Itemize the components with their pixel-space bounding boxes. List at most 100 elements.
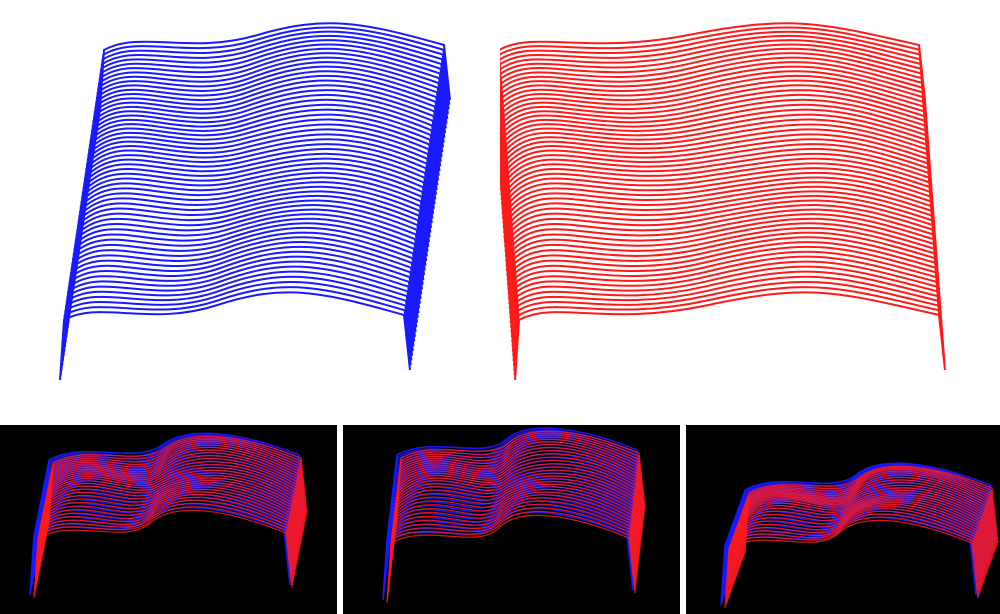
- overlay-red-contour-line: [386, 514, 636, 604]
- overlay-red-contour-line: [742, 467, 997, 558]
- overlay-red-contour-line: [731, 498, 986, 589]
- blue-contour-line: [72, 199, 425, 291]
- overlay-red-contour-line: [386, 510, 636, 601]
- red-contour-line: [507, 199, 940, 291]
- overlay-red-contour-line: [744, 465, 999, 554]
- red-contour-line: [513, 281, 946, 371]
- blue-contour-line: [90, 74, 443, 167]
- blue-contour-line: [87, 98, 440, 191]
- blue-contour-line: [74, 185, 427, 276]
- overlay-red-contour-line: [387, 500, 637, 592]
- overlay-red-contour-line: [44, 452, 304, 544]
- blue-contour-line: [59, 286, 412, 376]
- overlay-red-contour-line: [391, 472, 641, 563]
- overlay-red-contour-line: [391, 469, 641, 560]
- overlay-red-contour-line: [726, 510, 981, 602]
- blue-contour-line: [98, 26, 451, 115]
- blue-contour-line: [82, 128, 435, 220]
- overlay-red-contour-line: [735, 487, 990, 578]
- red-contour-line: [501, 113, 934, 205]
- overlay-blue-contour-line: [740, 462, 997, 551]
- blue-contour-line: [85, 108, 438, 201]
- blue-contour-line: [81, 138, 434, 229]
- overlay-red-contour-line: [393, 446, 644, 539]
- overlay-red-contour-line: [738, 479, 993, 571]
- red-contour-line: [500, 89, 932, 182]
- overlay-surface-3: [720, 462, 999, 609]
- blue-contour-line: [75, 176, 428, 267]
- red-contour-line: [500, 52, 929, 134]
- overlay-red-contour-line: [36, 491, 296, 583]
- panel-red-contour-render: [500, 0, 1000, 420]
- blue-contour-line: [80, 148, 433, 238]
- blue-contour-line: [93, 56, 446, 148]
- overlay-red-contour-line: [42, 461, 302, 552]
- overlay-red-contour-line: [38, 482, 298, 573]
- overlay-red-contour-line: [46, 440, 307, 531]
- panel-overlay-view-1: [0, 425, 337, 614]
- overlay-red-contour-line: [741, 470, 996, 562]
- overlay-red-contour-line: [392, 459, 642, 551]
- overlay-blue-contour-line: [386, 472, 639, 562]
- overlay-red-contour-line: [39, 477, 299, 568]
- overlay-red-contour-line: [40, 475, 300, 565]
- overlay-red-contour-line: [388, 497, 638, 589]
- blue-contour-line: [59, 291, 411, 381]
- red-contour-line: [511, 250, 944, 343]
- blue-contour-line: [77, 167, 430, 257]
- overlay-red-contour-line: [728, 505, 983, 598]
- overlay-red-contour-line: [738, 476, 993, 569]
- blue-contour-line: [65, 245, 418, 338]
- blue-contour-line: [96, 39, 449, 130]
- blue-contour-line: [61, 270, 414, 362]
- blue-contour-line: [71, 204, 424, 295]
- red-contour-line: [501, 118, 934, 210]
- red-contour-line: [506, 185, 939, 276]
- overlay-red-contour-line: [45, 444, 306, 536]
- overlay-red-contour-line: [725, 516, 980, 606]
- red-contour-line: [509, 231, 942, 324]
- blue-contour-line: [79, 152, 432, 243]
- blue-contour-line: [66, 241, 419, 333]
- overlay-red-contour-line: [727, 508, 982, 600]
- overlay-red-contour-line: [33, 506, 294, 596]
- overlay-red-contour-line: [388, 494, 638, 586]
- overlay-red-contour-line: [393, 453, 643, 545]
- red-contour-line: [502, 138, 935, 229]
- blue-contour-line: [82, 133, 435, 224]
- overlay-blue-contour-line: [739, 463, 996, 553]
- red-contour-line: [508, 213, 941, 305]
- red-contour-line: [510, 236, 943, 328]
- blue-contour-surface: [59, 22, 451, 381]
- overlay-red-contour-line: [726, 513, 981, 604]
- red-contour-line: [505, 171, 938, 262]
- red-contour-line: [509, 226, 942, 319]
- overlay-red-contour-line: [38, 484, 298, 575]
- overlay-blue-contour-line: [392, 427, 644, 516]
- red-contour-line: [500, 65, 930, 151]
- blue-contour-line: [68, 222, 421, 314]
- overlay-red-contour-line: [387, 507, 637, 598]
- blue-contour-line: [89, 84, 442, 177]
- overlay-red-contour-line: [44, 449, 304, 542]
- overlay-red-contour-line: [392, 456, 643, 548]
- overlay-red-contour-line: [396, 432, 646, 521]
- overlay-red-contour-line: [389, 483, 640, 574]
- red-contour-line: [510, 245, 943, 338]
- blue-contour-line: [86, 103, 439, 196]
- overlay-red-contour-line: [395, 436, 645, 527]
- red-contour-line: [506, 194, 939, 286]
- red-contour-line: [508, 217, 941, 310]
- overlay-red-contour-line: [394, 444, 644, 536]
- overlay-red-contour-line: [37, 486, 297, 578]
- red-contour-line: [512, 270, 945, 362]
- red-contour-line: [500, 70, 930, 161]
- blue-contour-line: [77, 162, 430, 253]
- blue-contour-line: [94, 47, 447, 139]
- overlay-surface-1: [29, 432, 308, 599]
- red-contour-line: [500, 79, 931, 172]
- red-contour-line: [500, 93, 932, 186]
- red-contour-line: [500, 61, 930, 143]
- blue-contour-line: [61, 275, 414, 366]
- red-contour-line: [500, 30, 927, 110]
